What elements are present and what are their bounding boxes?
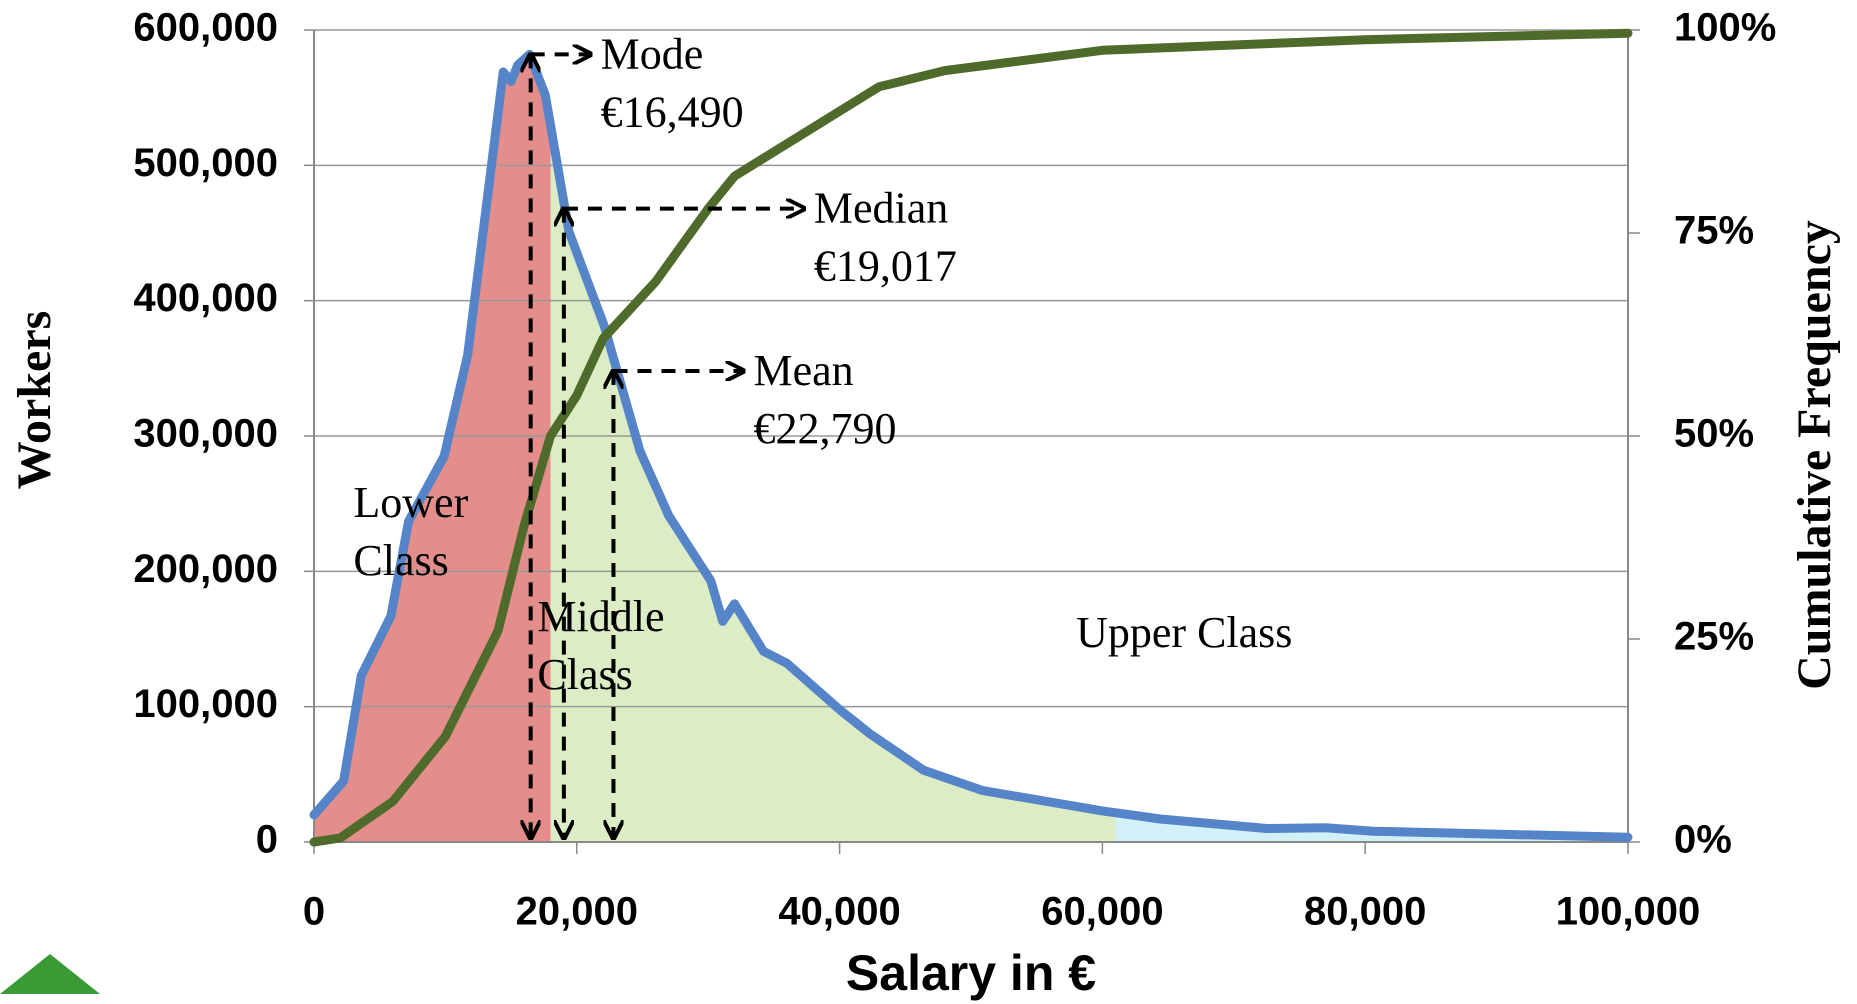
annotation-value: €22,790 [753, 404, 896, 453]
x-tick-label: 40,000 [778, 890, 900, 934]
y2-axis-title: Cumulative Frequency [1788, 220, 1841, 690]
y-tick-label: 0 [256, 818, 278, 862]
decor-triangle [0, 954, 100, 994]
series-line [309, 28, 1633, 847]
annotation-label: Mean [753, 346, 853, 395]
y2-tick-label: 25% [1674, 615, 1754, 659]
annotation-label: Median [814, 184, 948, 233]
region-label: Upper Class [1076, 608, 1292, 657]
y2-tick-label: 100% [1674, 6, 1776, 50]
x-tick-label: 20,000 [516, 890, 638, 934]
regions [314, 54, 1628, 843]
series-line [309, 49, 1633, 842]
region-label: Lower Class [353, 478, 468, 585]
y-tick-label: 500,000 [133, 141, 278, 185]
y-tick-label: 400,000 [133, 276, 278, 320]
y-axis-title: Workers [8, 311, 61, 490]
y-tick-label: 300,000 [133, 412, 278, 456]
y2-tick-label: 50% [1674, 412, 1754, 456]
y-tick-label: 100,000 [133, 682, 278, 726]
y2-tick-label: 75% [1674, 209, 1754, 253]
x-axis-title: Salary in € [846, 945, 1096, 1001]
annotation-value: €19,017 [814, 242, 957, 291]
lines [309, 28, 1633, 847]
annotation-label: Mode [601, 29, 704, 78]
x-tick-label: 80,000 [1304, 890, 1426, 934]
y2-tick-label: 0% [1674, 818, 1732, 862]
x-tick-label: 0 [303, 890, 325, 934]
x-tick-label: 100,000 [1556, 890, 1701, 934]
x-tick-label: 60,000 [1041, 890, 1163, 934]
y-tick-label: 600,000 [133, 6, 278, 50]
y-tick-label: 200,000 [133, 547, 278, 591]
annotation-value: €16,490 [601, 87, 744, 136]
class-region [550, 125, 1116, 842]
